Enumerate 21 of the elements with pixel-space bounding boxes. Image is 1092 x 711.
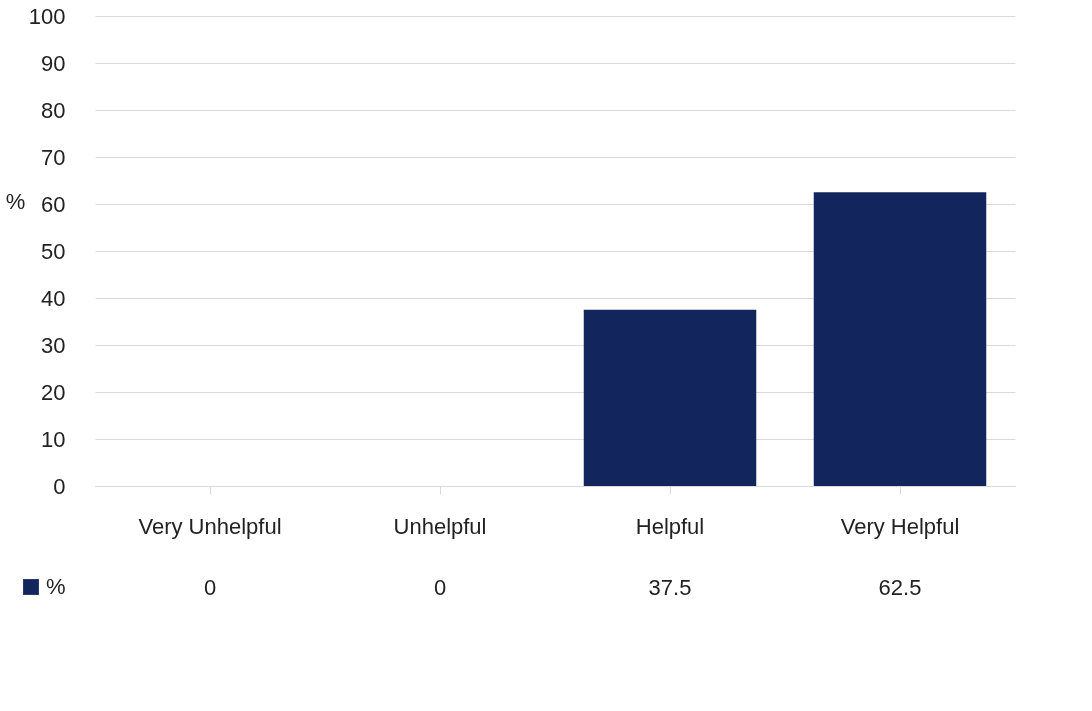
data-label: 62.5: [878, 575, 922, 600]
y-tick-label: 40: [41, 285, 66, 311]
y-tick-label: 60: [41, 191, 66, 217]
data-label: 0: [203, 575, 217, 600]
y-tick-label: 80: [41, 97, 66, 123]
y-axis-title: %: [5, 188, 26, 214]
y-tick-label: 0: [53, 473, 66, 499]
data-label: 37.5: [648, 575, 692, 600]
y-tick-label: 70: [41, 144, 66, 170]
x-tick-label: Helpful: [635, 513, 705, 539]
legend-label: %: [46, 574, 66, 599]
y-tick-label: 20: [41, 379, 66, 405]
x-tick-label: Very Helpful: [840, 513, 960, 539]
y-tick-label: 10: [41, 426, 66, 452]
x-tick-label: Very Unhelpful: [138, 513, 282, 539]
y-tick-label: 50: [41, 238, 66, 264]
x-tick-label: Unhelpful: [393, 513, 487, 539]
y-tick-label: 100: [28, 3, 66, 29]
data-label: 0: [433, 575, 447, 600]
y-tick-label: 30: [41, 332, 66, 358]
y-tick-label: 90: [41, 50, 66, 76]
